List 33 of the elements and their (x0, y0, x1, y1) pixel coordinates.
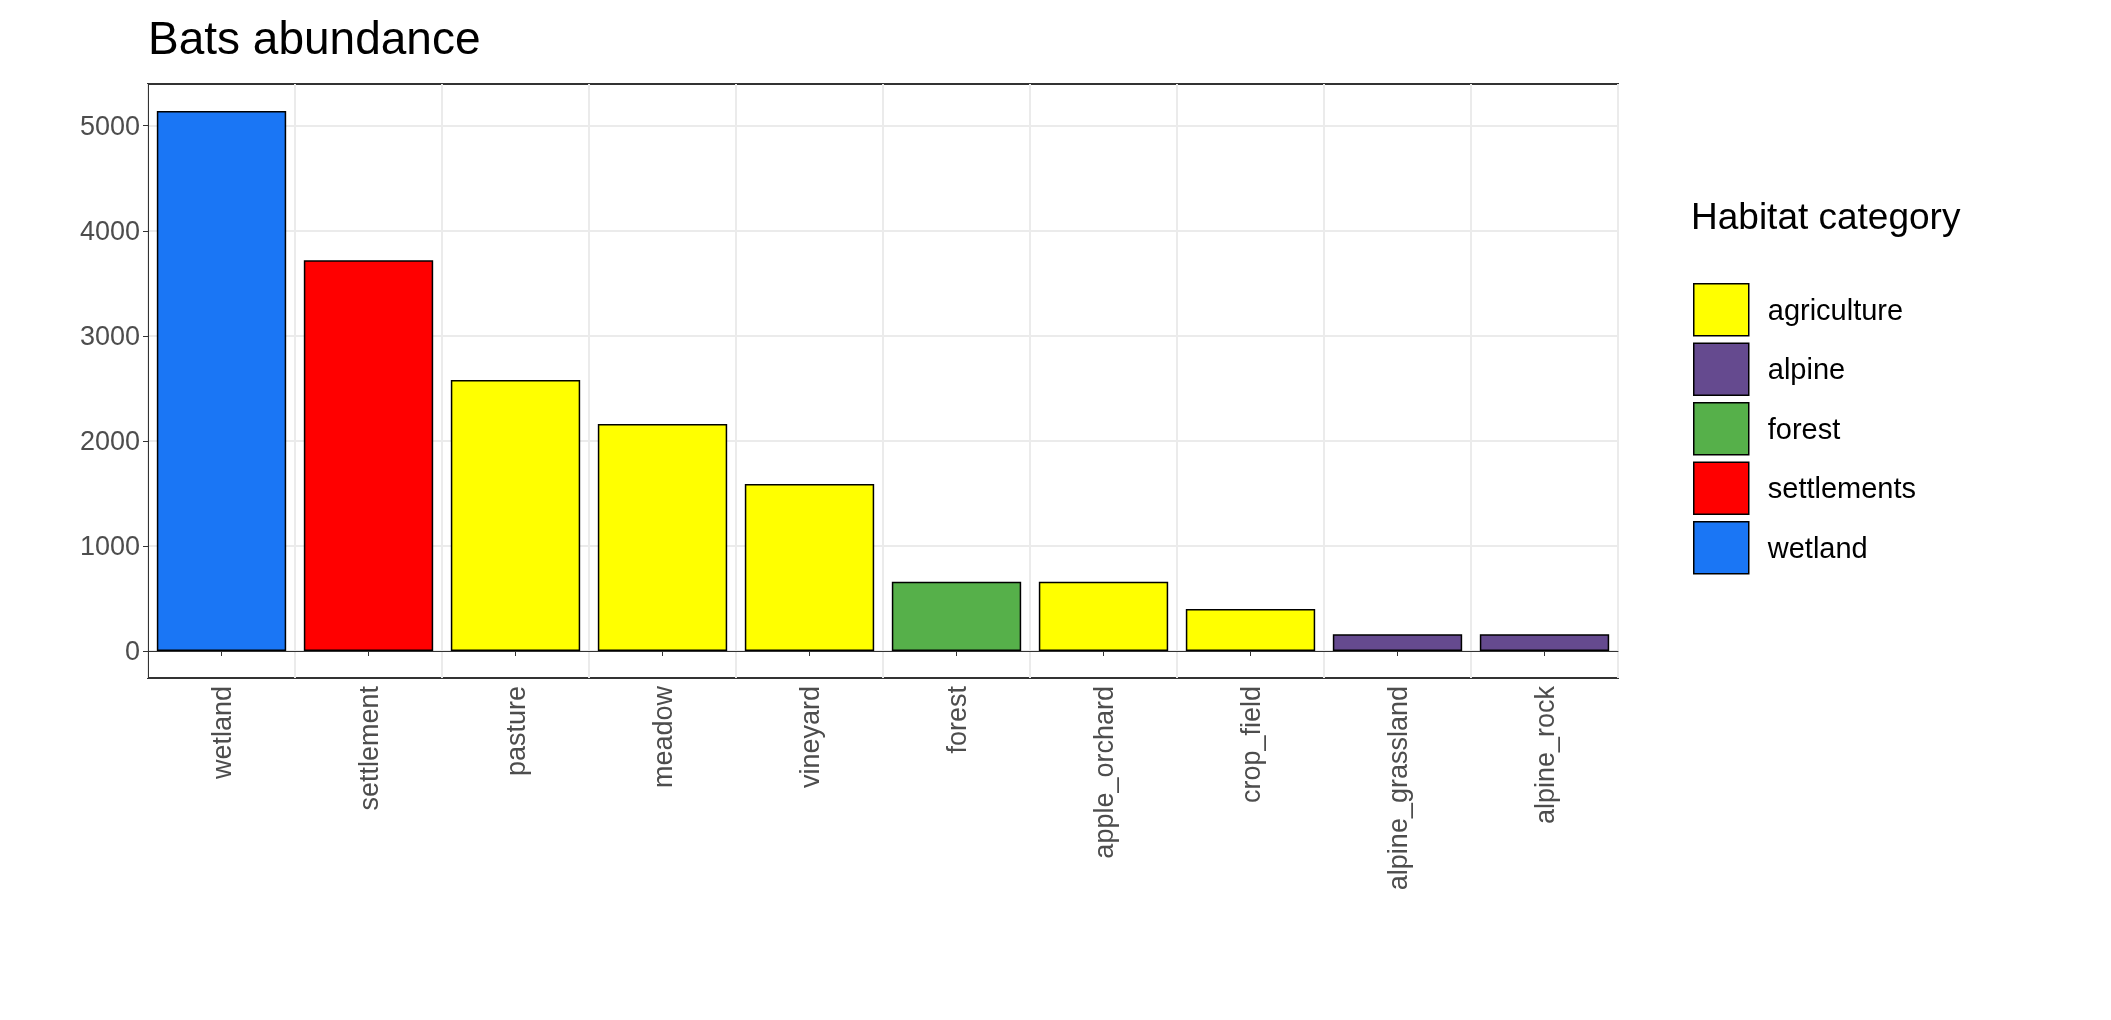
x-tick-label: apple_orchard (1088, 686, 1119, 859)
legend-label: agriculture (1767, 293, 1904, 326)
y-tick-label: 1000 (79, 530, 140, 561)
x-tick-label: alpine_rock (1529, 685, 1560, 825)
x-tick-label: forest (941, 685, 972, 754)
y-tick-label: 3000 (79, 320, 140, 351)
bar (156, 111, 287, 651)
bar (450, 379, 581, 651)
x-tick-label: wetland (206, 686, 237, 781)
x-tick-label: vineyard (794, 686, 825, 789)
y-tick-label: 0 (124, 636, 140, 666)
y-tick-label: 5000 (79, 110, 140, 141)
bar (303, 260, 434, 651)
bar (1185, 608, 1316, 651)
bar (744, 483, 875, 651)
x-tick-label: alpine_grassland (1382, 686, 1413, 891)
y-tick-label: 4000 (79, 215, 140, 246)
bar (597, 424, 728, 651)
x-tick-label: settlement (353, 685, 384, 811)
x-tick-label: crop_field (1235, 686, 1266, 804)
bar (1332, 634, 1463, 651)
bar (1038, 581, 1169, 651)
legend-title: Habitat category (1691, 196, 1961, 237)
bar (1479, 634, 1610, 651)
bar (891, 581, 1022, 651)
x-tick-label: meadow (647, 685, 678, 789)
legend-label: alpine (1767, 353, 1846, 386)
legend-label: settlements (1767, 472, 1917, 505)
legend-label: forest (1767, 412, 1841, 445)
legend-label: wetland (1766, 531, 1868, 564)
y-tick-label: 2000 (79, 425, 140, 456)
chart-title: Bats abundance (148, 12, 481, 64)
x-tick-label: pasture (500, 686, 531, 777)
